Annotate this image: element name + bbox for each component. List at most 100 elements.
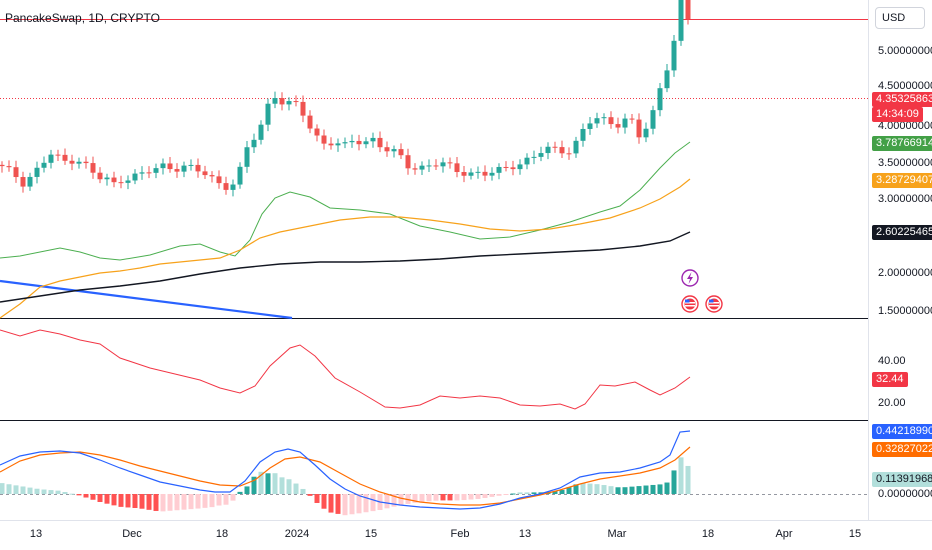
candle-body: [167, 163, 173, 170]
candle-body: [0, 164, 5, 167]
macd-histogram-bar: [405, 494, 411, 504]
us-flag-event-icon[interactable]: [681, 295, 699, 313]
candle-body: [496, 166, 502, 173]
macd-histogram-bar: [419, 494, 425, 502]
candle-body: [587, 123, 593, 129]
macd-histogram-bar: [580, 483, 586, 494]
candle-body: [370, 137, 376, 142]
candle-body: [125, 180, 131, 183]
candle-body: [643, 128, 649, 138]
candle-body: [237, 166, 243, 185]
candle-body: [244, 147, 250, 167]
macd-line: [0, 430, 691, 510]
candle-body: [6, 166, 12, 168]
candle-body: [650, 110, 656, 129]
price-tick: 2.00000000: [878, 267, 932, 279]
macd-histogram-bar: [370, 494, 376, 512]
candle-body: [90, 163, 96, 173]
symbol-title: PancakeSwap, 1D, CRYPTO: [5, 11, 160, 25]
candle-body: [503, 166, 509, 168]
candle-body: [265, 103, 271, 125]
candle-body: [286, 101, 292, 105]
candle-body: [608, 117, 614, 125]
candle-body: [272, 98, 278, 104]
candle-body: [223, 183, 229, 190]
macd-histogram-bar: [433, 494, 439, 501]
candle-body: [230, 184, 236, 190]
candle-body: [111, 177, 117, 183]
macd-histogram-bar: [48, 490, 54, 494]
macd-histogram-bar: [615, 487, 621, 494]
macd-histogram-bar: [104, 494, 110, 504]
macd-histogram-bar: [55, 490, 61, 494]
candle-body: [594, 118, 600, 124]
macd-histogram-bar: [272, 473, 278, 494]
price-tick: 4.50000000: [878, 80, 932, 92]
ema-fast-tag: 3.78766914: [872, 136, 932, 151]
candle-body: [510, 167, 516, 170]
macd-histogram-bar: [97, 494, 103, 502]
candle-body: [538, 153, 544, 157]
macd-histogram-bar: [489, 494, 495, 497]
time-label: Feb: [450, 528, 470, 540]
candle-body: [300, 101, 306, 116]
candle-body: [76, 161, 82, 164]
macd-histogram-bar: [608, 486, 614, 494]
ema-mid-line: [0, 178, 691, 319]
macd-histogram-bar: [41, 489, 47, 494]
macd-histogram-bar: [440, 494, 446, 501]
candle-body: [524, 157, 530, 165]
candle-body: [48, 154, 54, 163]
lightning-icon[interactable]: [681, 269, 699, 287]
candle-body: [132, 173, 138, 181]
us-flag-event-icon-2[interactable]: [705, 295, 723, 313]
macd-histogram-bar: [216, 494, 222, 506]
macd-histogram-bar: [461, 494, 467, 501]
time-label: Mar: [607, 528, 627, 540]
candle-body: [321, 135, 327, 144]
signal-value-tag: 0.32827022: [872, 442, 932, 457]
candle-body: [181, 165, 187, 172]
candle-body: [398, 149, 404, 156]
currency-button[interactable]: USD: [875, 7, 925, 29]
macd-histogram-bar: [475, 494, 481, 499]
macd-histogram-bar: [335, 494, 341, 514]
macd-histogram-bar: [412, 494, 418, 503]
macd-histogram-bar: [139, 494, 145, 509]
macd-histogram-bar: [69, 493, 75, 495]
macd-histogram-bar: [629, 486, 635, 494]
candle-body: [27, 176, 33, 187]
macd-histogram-bar: [426, 494, 432, 502]
candle-body: [482, 171, 488, 176]
price-tick: 5.00000000: [878, 45, 932, 57]
macd-histogram-bar: [76, 494, 82, 496]
candle-body: [671, 40, 677, 71]
trendline[interactable]: [0, 279, 293, 320]
candle-body: [20, 177, 26, 187]
candle-body: [293, 101, 299, 103]
macd-histogram-bar: [447, 494, 453, 501]
rsi-tick: 40.00: [878, 355, 906, 367]
candle-body: [545, 146, 551, 154]
macd-histogram-bar: [650, 484, 656, 494]
candle-body: [314, 128, 320, 136]
macd-histogram-bar: [664, 482, 670, 494]
macd-histogram-bar: [160, 494, 166, 512]
macd-histogram-bar: [195, 494, 201, 509]
candle-body: [405, 155, 411, 169]
candle-body: [34, 167, 40, 177]
candle-body: [188, 164, 194, 166]
macd-histogram-bar: [468, 494, 474, 500]
candle-body: [573, 140, 579, 154]
ema-slow-tag: 2.60225465: [872, 225, 932, 240]
macd-histogram-bar: [636, 486, 642, 494]
candle-body: [419, 165, 425, 170]
candle-body: [489, 172, 495, 176]
candle-body: [531, 156, 537, 158]
time-label: 18: [701, 528, 715, 540]
candle-body: [69, 160, 75, 164]
macd-histogram-bar: [601, 485, 607, 494]
macd-histogram-bar: [573, 484, 579, 494]
macd-histogram-bar: [510, 493, 516, 495]
